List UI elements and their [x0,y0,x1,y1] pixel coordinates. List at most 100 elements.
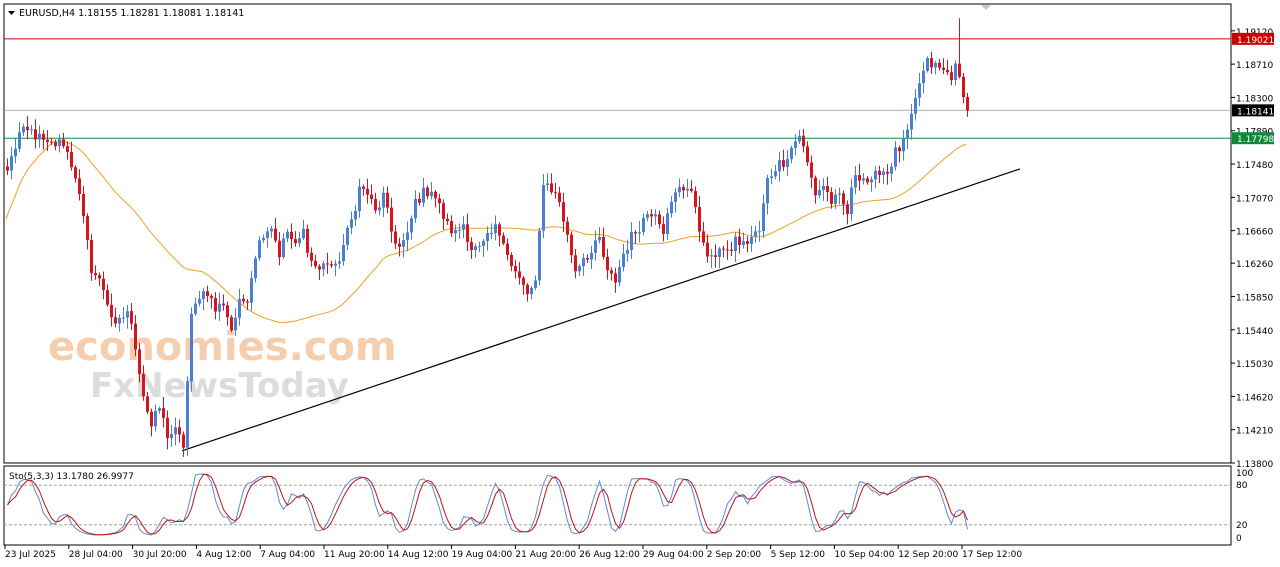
candle [6,158,9,175]
candle [134,315,137,357]
candle [578,264,581,277]
candle [298,231,301,248]
candle [146,392,149,414]
candle [466,213,469,251]
candle [182,431,185,457]
candle [194,297,197,316]
candle [678,178,681,198]
candle [154,404,157,432]
candle [782,149,785,172]
time-tick-label: 30 Jul 20:00 [133,550,187,560]
candle [274,218,277,243]
time-tick-label: 2 Sep 20:00 [707,550,762,560]
candle [382,186,385,217]
candle [894,141,897,171]
candle [866,175,869,185]
candle [850,178,853,221]
candle [358,178,361,218]
candle [610,267,613,281]
candle [502,232,505,246]
candle [878,165,881,184]
symbol-ohlc-header: EURUSD,H4 1.18155 1.18281 1.18081 1.1814… [19,8,244,19]
candle [654,209,657,225]
candle [422,177,425,208]
candle [314,255,317,269]
candle [438,193,441,214]
candle [30,125,33,135]
stoch-tick-label: 20 [1236,521,1248,531]
candle [806,141,809,167]
candle [198,290,201,307]
stoch-tick-label: 80 [1236,481,1248,491]
candle [606,248,609,280]
candle [594,230,597,261]
candle [722,245,725,258]
candle [254,255,257,283]
candle [734,232,737,262]
candle [330,260,333,268]
candle [490,223,493,240]
candle [142,365,145,401]
candle [522,276,525,295]
candle [666,207,669,240]
trendline[interactable] [181,168,1021,452]
candle [110,293,113,327]
candle [842,190,845,216]
candle [326,252,329,274]
candle [94,265,97,280]
candle [210,293,213,309]
candle [702,221,705,247]
candle [34,119,37,149]
candle [370,184,373,205]
candle [918,72,921,107]
candle [566,216,569,243]
candle [170,424,173,447]
candle [202,288,205,311]
candle [426,185,429,200]
candle [234,307,237,336]
candle [674,188,677,213]
candle [278,232,281,266]
candle [458,223,461,239]
candle [214,292,217,320]
candle [450,215,453,237]
candle [558,186,561,207]
candle [554,182,557,199]
candle [886,164,889,185]
watermark-line1: economies.com [48,324,397,370]
candle [966,92,969,117]
price-tick-label: 1.17070 [1236,194,1273,204]
candle [334,259,337,277]
candle [778,151,781,182]
candle [118,314,121,332]
candle [938,59,941,71]
candle [374,192,377,214]
candle [546,173,549,191]
candle [658,210,661,229]
chart-shift-marker-icon[interactable] [981,5,991,10]
candle [282,232,285,259]
candle [890,162,893,182]
candle [618,259,621,287]
candle [246,298,249,311]
candle [926,56,929,73]
candle [58,134,61,153]
candle [934,60,937,75]
candle [390,197,393,243]
candle [242,294,245,305]
candle [162,396,165,428]
candle [402,233,405,258]
candle [414,190,417,223]
stoch-axis: 100 80 20 0 [1236,469,1253,544]
candle [690,180,693,193]
candle [650,209,653,227]
candle [366,178,369,204]
candle [26,116,29,140]
candle [614,267,617,293]
candle [338,252,341,269]
symbol-menu-triangle-icon[interactable] [8,11,15,15]
candle [66,141,69,160]
candle [494,215,497,241]
candle [206,285,209,303]
price-tick-label: 1.18710 [1236,61,1273,71]
